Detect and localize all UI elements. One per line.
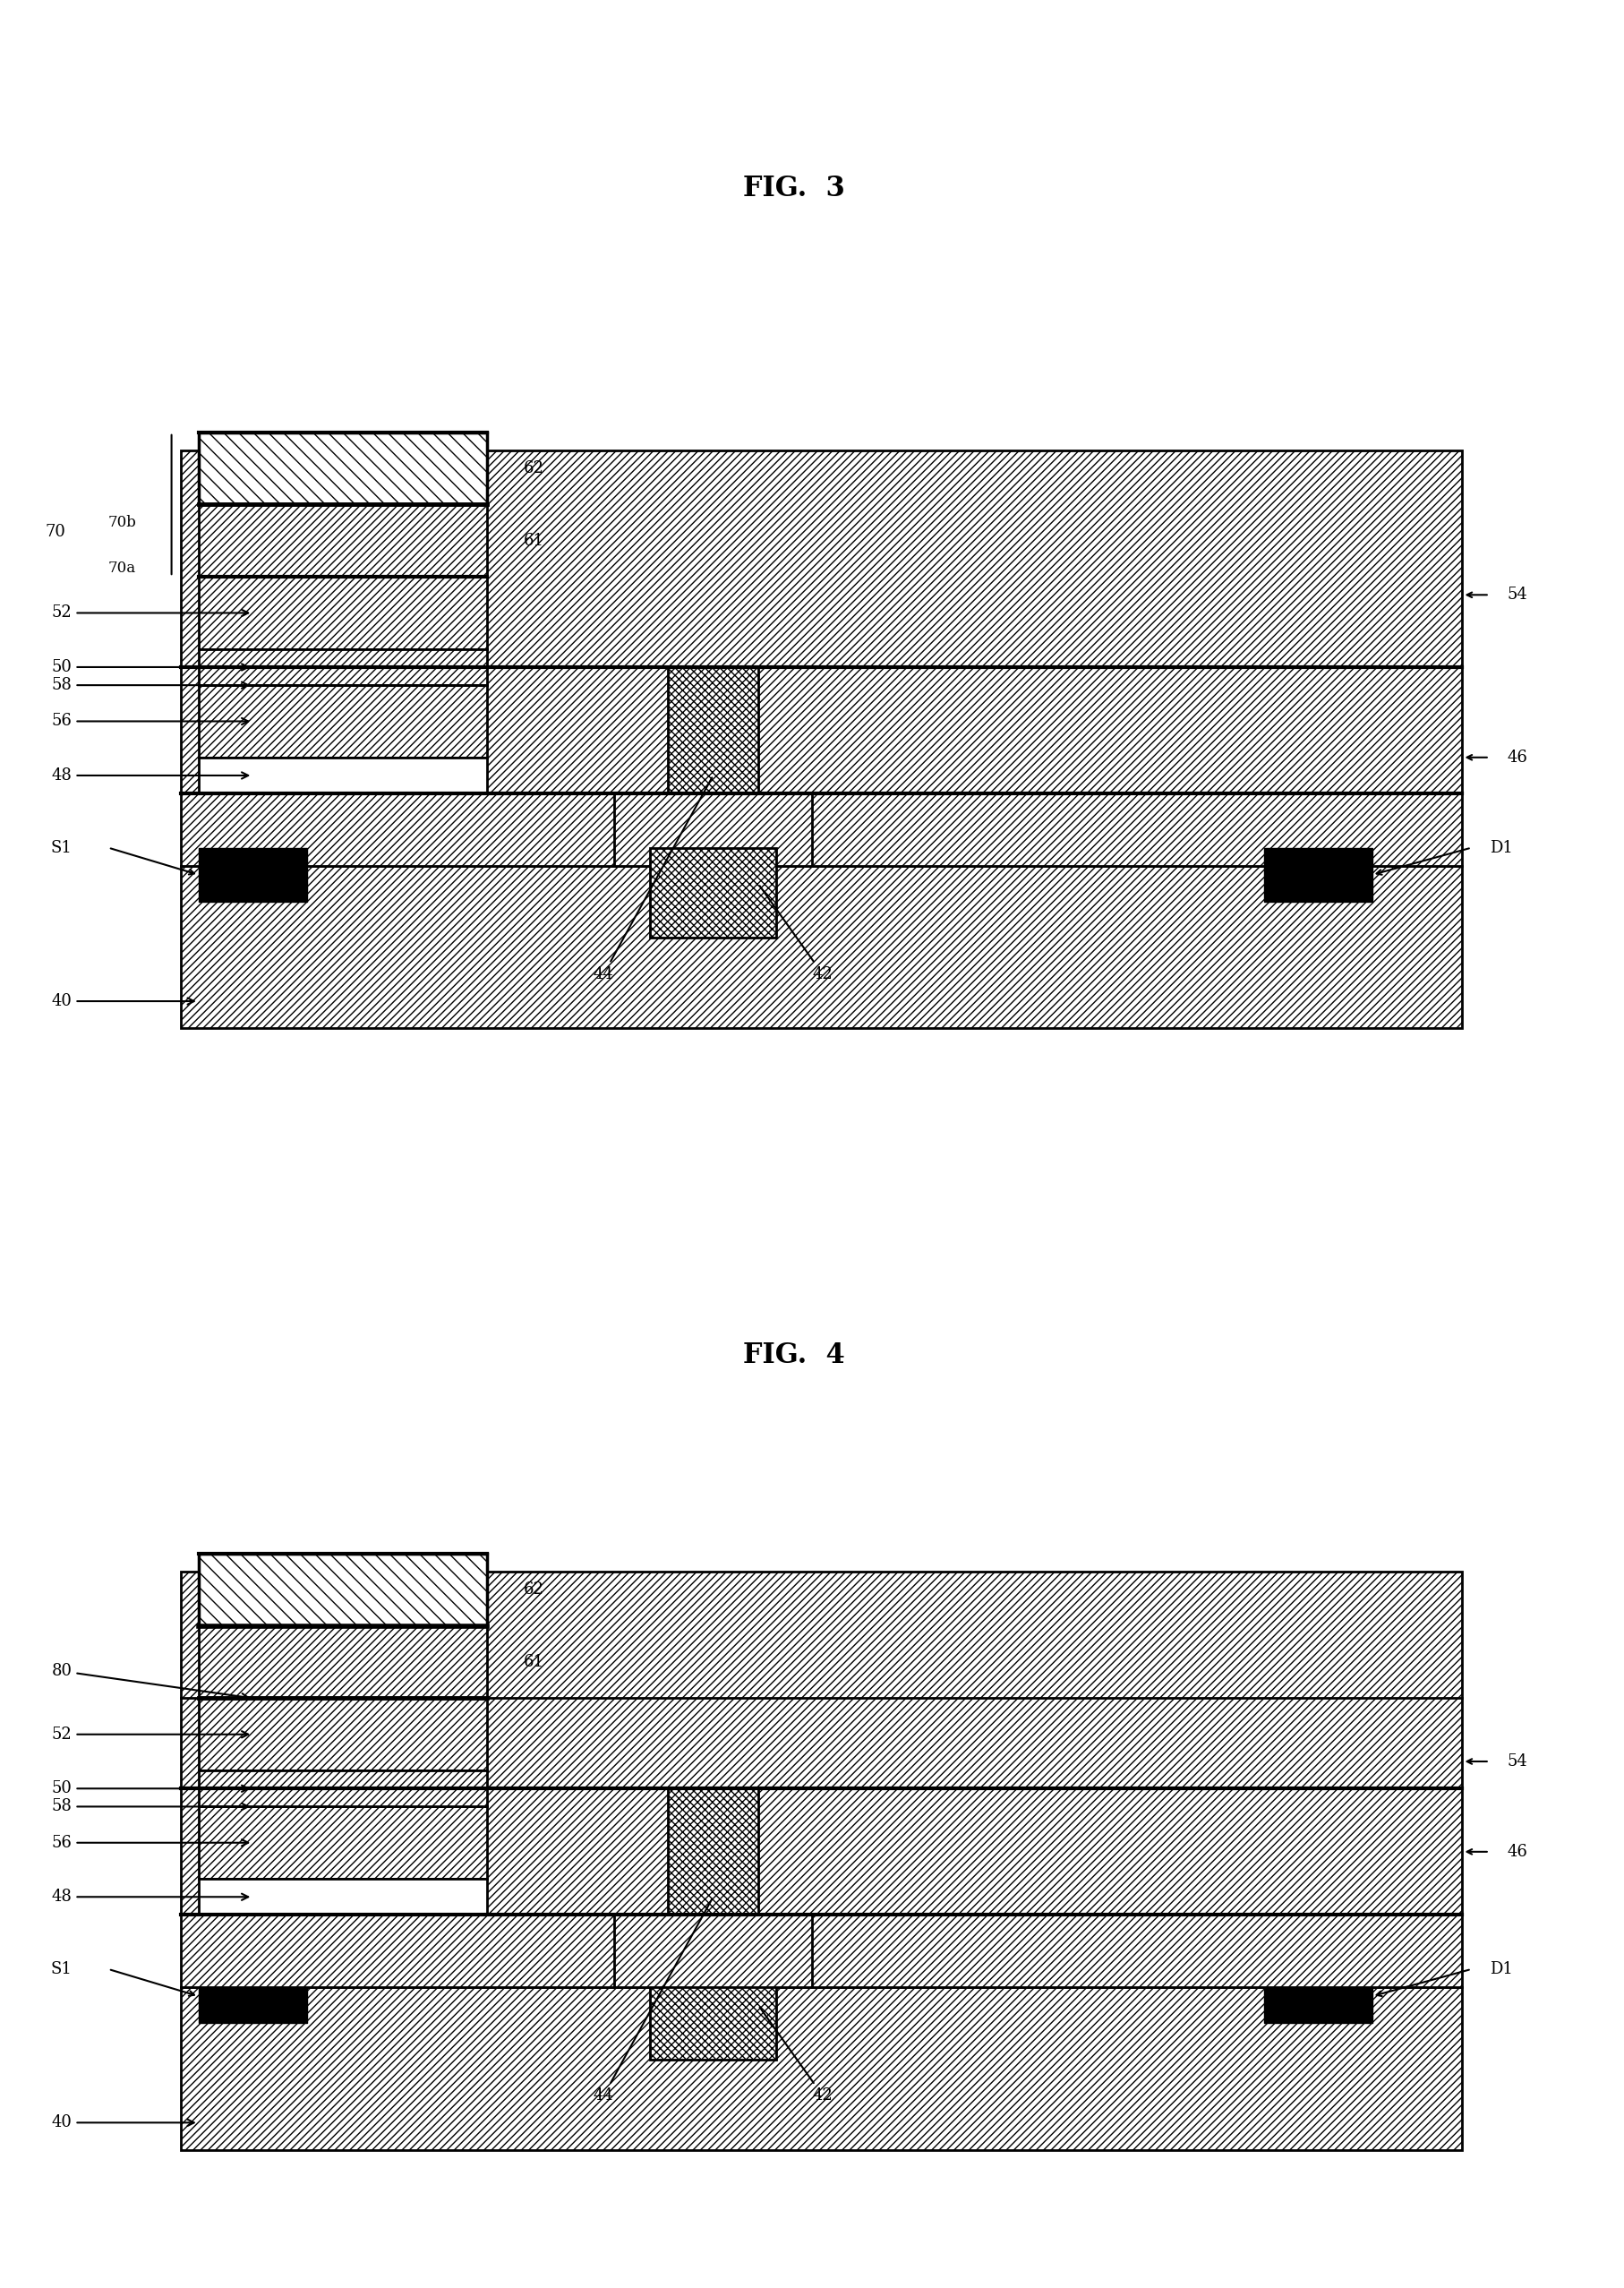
Text: S1: S1 [50, 1961, 71, 1977]
Text: 58: 58 [52, 1798, 248, 1814]
Text: FIG.  4: FIG. 4 [744, 1341, 844, 1368]
Text: 56: 56 [52, 714, 248, 730]
Text: D1: D1 [1489, 840, 1512, 856]
Text: 44: 44 [593, 778, 711, 982]
FancyBboxPatch shape [198, 1554, 487, 1627]
FancyBboxPatch shape [198, 577, 487, 650]
Text: 42: 42 [760, 885, 833, 982]
FancyBboxPatch shape [614, 794, 812, 865]
Text: 52: 52 [52, 1727, 248, 1743]
Text: 46: 46 [1507, 750, 1527, 766]
Text: 62: 62 [523, 1581, 544, 1597]
FancyBboxPatch shape [198, 684, 487, 757]
Text: 70: 70 [45, 524, 65, 540]
Text: 56: 56 [52, 1835, 248, 1851]
FancyBboxPatch shape [667, 1789, 758, 1915]
FancyBboxPatch shape [198, 1808, 487, 1878]
FancyBboxPatch shape [180, 451, 1462, 794]
FancyBboxPatch shape [198, 1771, 487, 1808]
Text: 40: 40 [52, 993, 193, 1009]
Text: 61: 61 [523, 1654, 544, 1670]
Text: 70a: 70a [109, 561, 136, 574]
Text: 61: 61 [523, 533, 544, 549]
FancyBboxPatch shape [180, 794, 1462, 865]
FancyBboxPatch shape [650, 849, 776, 938]
Text: D1: D1 [1489, 1961, 1512, 1977]
Text: 48: 48 [52, 1890, 248, 1906]
Text: 54: 54 [1507, 586, 1527, 604]
Text: 80: 80 [52, 1663, 248, 1700]
FancyBboxPatch shape [1263, 1970, 1371, 2023]
Text: 46: 46 [1507, 1844, 1527, 1860]
Text: 48: 48 [52, 766, 248, 782]
FancyBboxPatch shape [198, 650, 487, 684]
FancyBboxPatch shape [198, 1878, 487, 1915]
Text: 62: 62 [523, 460, 544, 476]
Text: 58: 58 [52, 677, 248, 693]
Text: 70b: 70b [109, 515, 136, 531]
Text: FIG.  3: FIG. 3 [744, 174, 844, 201]
FancyBboxPatch shape [650, 1970, 776, 2059]
FancyBboxPatch shape [667, 668, 758, 794]
FancyBboxPatch shape [180, 1572, 1462, 1915]
FancyBboxPatch shape [198, 1698, 487, 1771]
FancyBboxPatch shape [198, 849, 307, 901]
FancyBboxPatch shape [198, 506, 487, 577]
Text: 44: 44 [593, 1899, 711, 2103]
FancyBboxPatch shape [1263, 849, 1371, 901]
Text: S1: S1 [50, 840, 71, 856]
Text: 50: 50 [52, 659, 248, 675]
Text: 54: 54 [1507, 1753, 1527, 1769]
FancyBboxPatch shape [180, 1915, 1462, 1988]
FancyBboxPatch shape [198, 432, 487, 506]
FancyBboxPatch shape [180, 1988, 1462, 2151]
FancyBboxPatch shape [198, 1970, 307, 2023]
FancyBboxPatch shape [198, 757, 487, 794]
FancyBboxPatch shape [198, 1627, 487, 1698]
FancyBboxPatch shape [180, 865, 1462, 1027]
Text: 50: 50 [52, 1780, 248, 1796]
Text: 52: 52 [52, 604, 248, 620]
Text: 40: 40 [52, 2114, 193, 2130]
Text: 42: 42 [760, 2007, 833, 2103]
FancyBboxPatch shape [614, 1915, 812, 1988]
